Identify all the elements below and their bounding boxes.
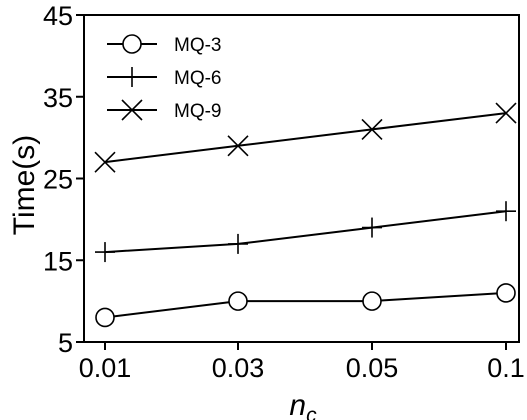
series-line-MQ-6 xyxy=(104,210,507,254)
legend-marker-MQ-9-b xyxy=(121,99,143,121)
series-line-MQ-9 xyxy=(104,112,507,164)
data-point-MQ-9-0 xyxy=(94,151,116,173)
x-tick-label-0: 0.01 xyxy=(79,353,132,383)
y-tick-label-3: 35 xyxy=(43,83,73,113)
y-tick-label-1: 15 xyxy=(43,246,73,276)
data-point-MQ-6-0 xyxy=(95,242,115,263)
data-point-MQ-9-2-b xyxy=(361,118,383,141)
data-point-MQ-3-2 xyxy=(362,291,382,311)
y-axis-label: Time(s) xyxy=(8,135,41,236)
x-tick-label-3: 0.1 xyxy=(487,353,525,383)
x-axis-ticks: 0.01 0.03 0.05 0.1 xyxy=(79,342,525,383)
data-point-MQ-6-3 xyxy=(496,201,516,222)
plot-marks xyxy=(94,102,517,328)
data-point-MQ-6-1 xyxy=(228,233,248,254)
data-point-MQ-9-3 xyxy=(495,102,517,124)
data-point-MQ-3-0 xyxy=(95,307,115,328)
legend-marker-MQ-6 xyxy=(122,67,142,87)
x-axis-label-main: n xyxy=(289,389,306,420)
plot-frame xyxy=(83,14,520,343)
x-axis-label: nc xyxy=(289,389,317,420)
series-line-MQ-3 xyxy=(104,291,507,319)
x-tick-label-1: 0.03 xyxy=(212,353,265,383)
legend-label-MQ-6: MQ-6 xyxy=(174,68,222,89)
data-point-MQ-3-1 xyxy=(228,291,248,311)
legend-marker-MQ-9 xyxy=(121,99,143,121)
legend-label-MQ-3: MQ-3 xyxy=(174,35,222,56)
x-tick-label-2: 0.05 xyxy=(346,353,399,383)
y-tick-label-4: 45 xyxy=(43,1,73,31)
data-point-MQ-9-1-b xyxy=(227,135,249,157)
legend-label-MQ-9: MQ-9 xyxy=(174,101,222,122)
y-tick-label-2: 25 xyxy=(43,165,73,195)
legend-marker-MQ-3 xyxy=(122,34,142,54)
data-point-MQ-9-2 xyxy=(361,118,383,141)
legend: MQ-3 MQ-6 MQ-9 xyxy=(107,34,222,122)
y-axis-ticks: 5 15 25 35 45 xyxy=(43,1,84,358)
data-point-MQ-3-3 xyxy=(496,283,516,303)
data-point-MQ-9-0-b xyxy=(94,151,116,173)
y-tick-label-0: 5 xyxy=(58,328,73,358)
data-point-MQ-6-2 xyxy=(362,217,382,238)
data-point-MQ-9-3-b xyxy=(495,102,517,124)
data-point-MQ-9-1 xyxy=(227,135,249,157)
x-axis-label-subscript: c xyxy=(306,404,317,420)
